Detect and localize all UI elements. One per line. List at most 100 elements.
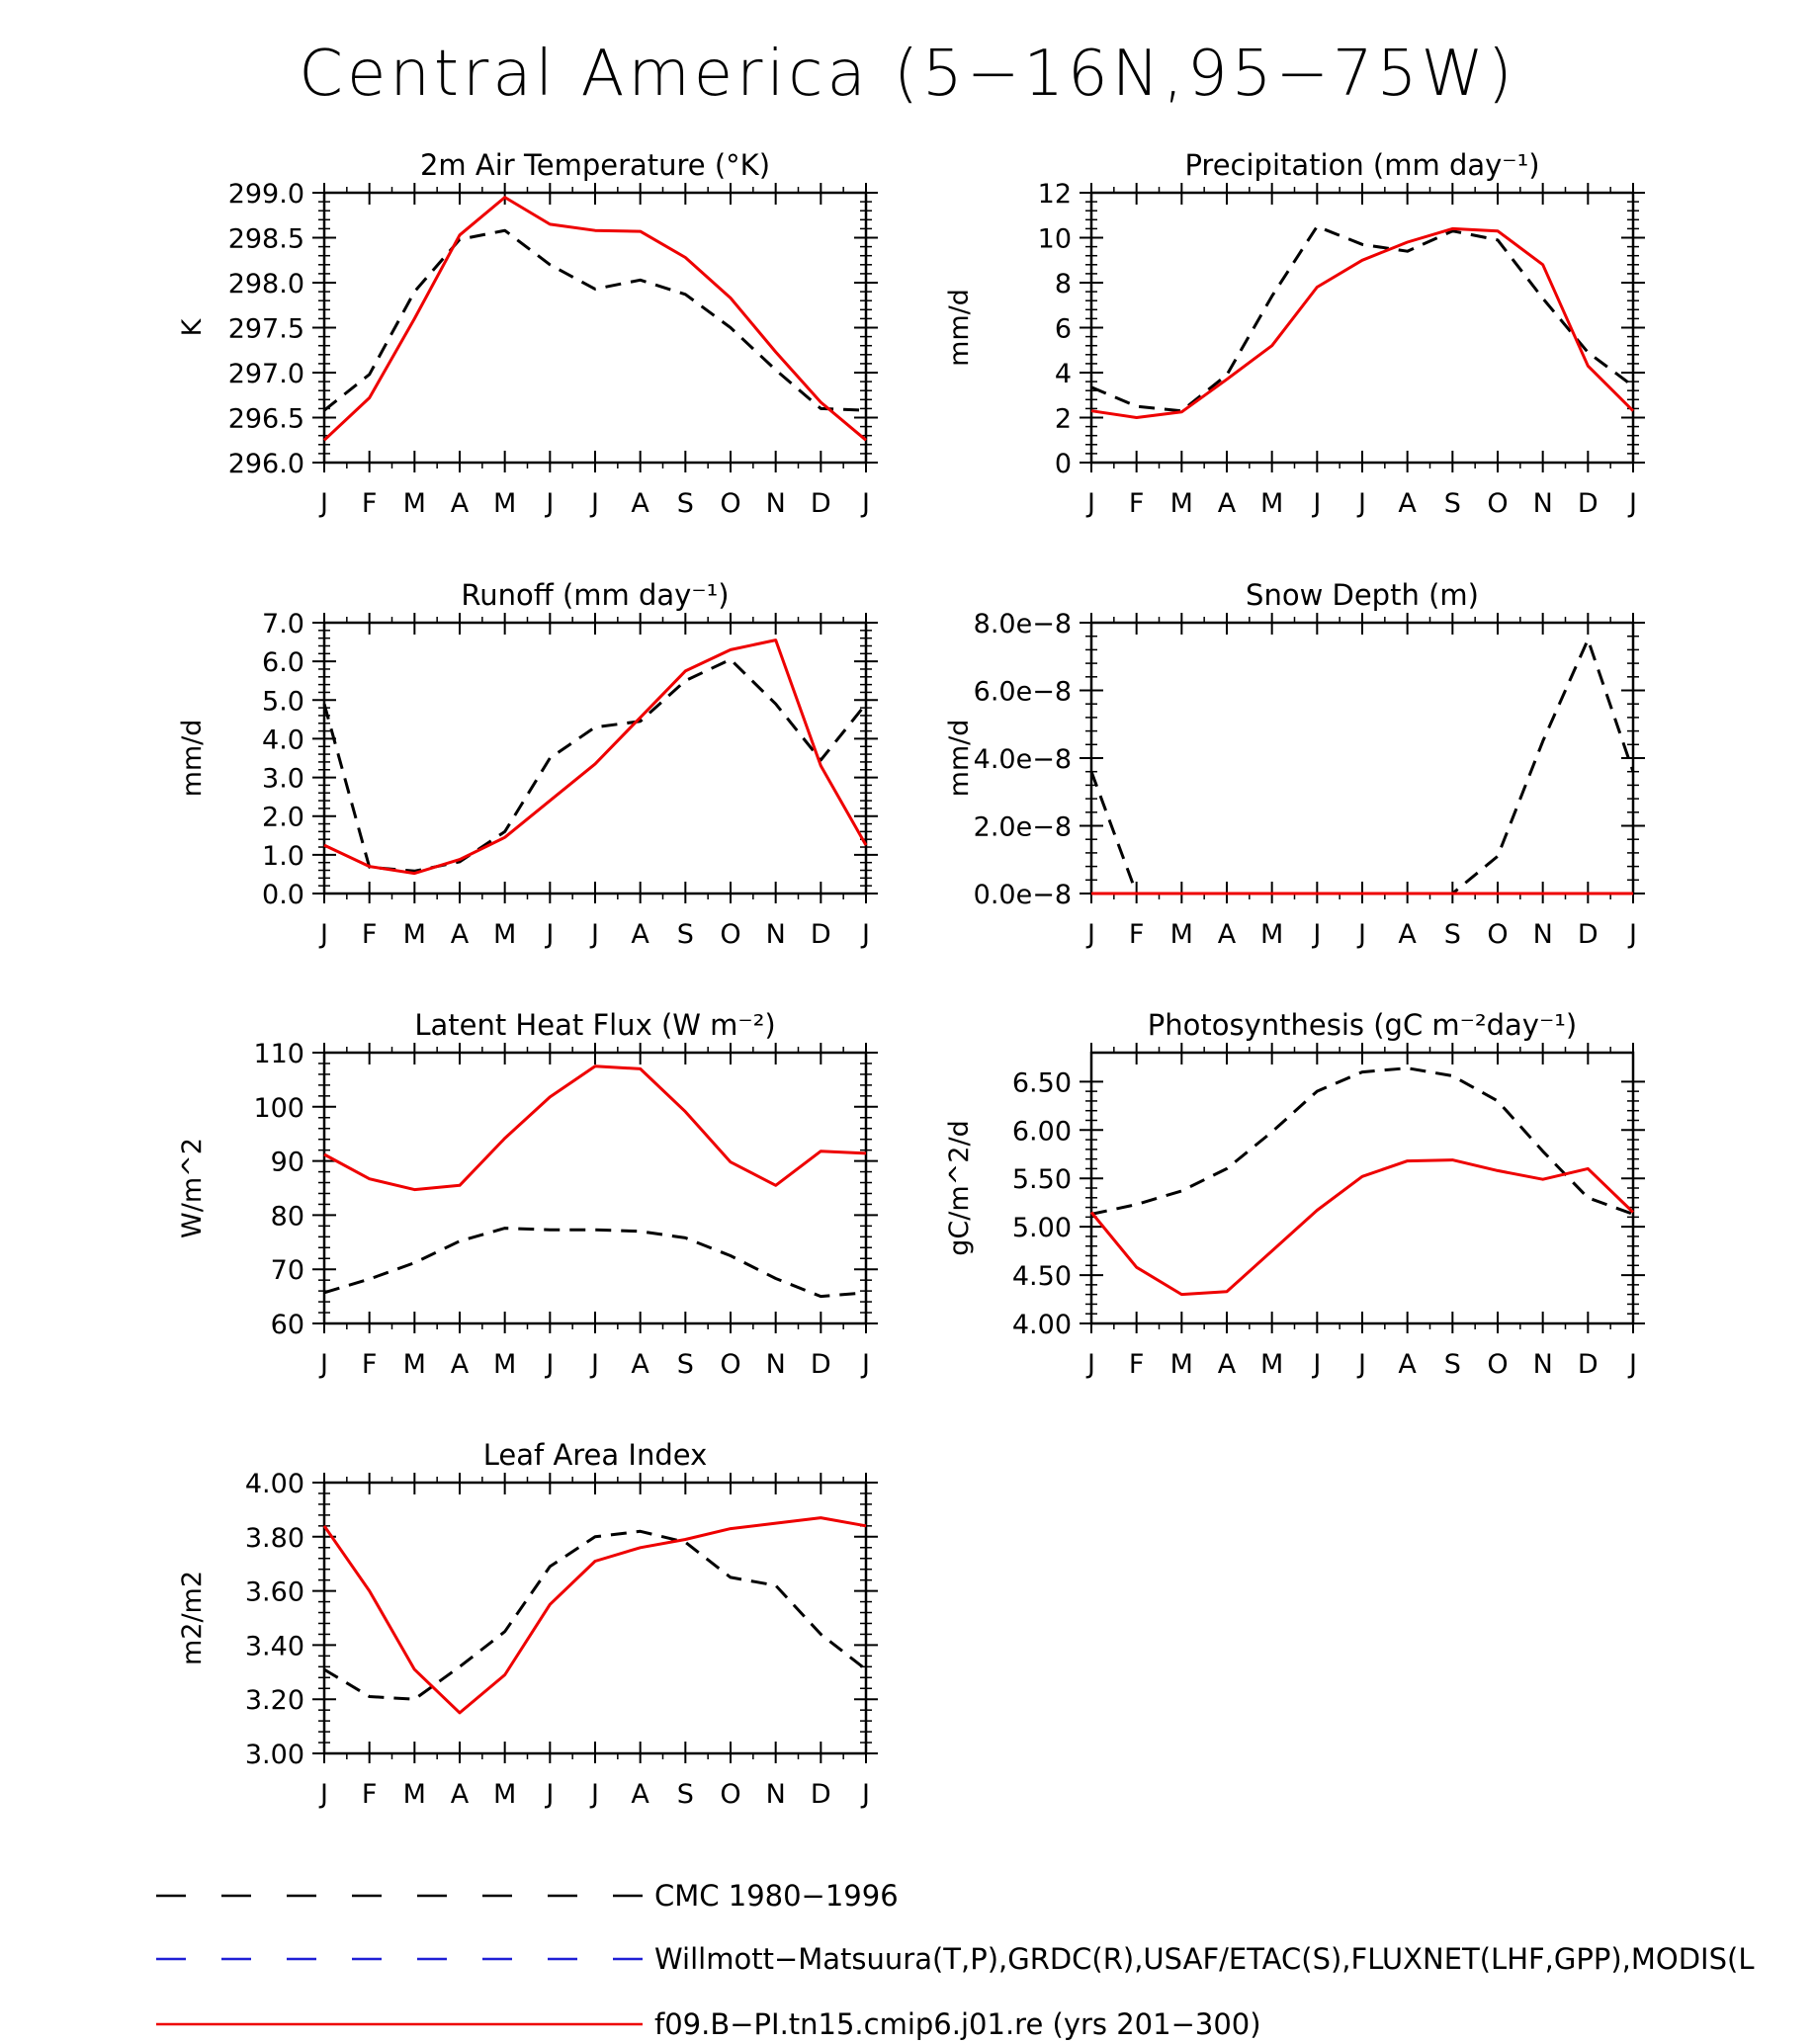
y-tick-label: 6	[1055, 314, 1072, 345]
y-tick-label: 3.20	[245, 1685, 304, 1716]
x-tick-label: O	[720, 1779, 740, 1810]
x-tick-label: O	[720, 919, 740, 950]
x-tick-label: A	[451, 1349, 470, 1380]
x-tick-label: J	[1356, 919, 1366, 950]
x-tick-label: D	[1578, 919, 1599, 950]
x-tick-label: M	[403, 1349, 426, 1380]
x-tick-label: J	[1627, 488, 1637, 519]
page-title: Central America (5−16N,95−75W)	[299, 38, 1516, 111]
x-tick-label: J	[318, 1349, 328, 1380]
x-tick-label: N	[766, 1779, 786, 1810]
x-tick-label: J	[860, 488, 870, 519]
y-tick-label: 5.50	[1012, 1164, 1072, 1195]
panel-6: J F M A M J J A S O N D J4.004.505.005.506.006.50Pho…	[944, 1008, 1645, 1380]
series-line-cmc	[1090, 224, 1634, 413]
x-tick-label: S	[677, 1349, 694, 1380]
x-tick-label: J	[589, 488, 599, 519]
y-tick-label: 4.0e−8	[974, 744, 1072, 775]
x-tick-label: F	[1129, 488, 1145, 519]
x-tick-label: O	[1487, 919, 1508, 950]
y-tick-label: 70	[271, 1255, 304, 1286]
plot-frame	[1089, 1051, 1635, 1325]
y-axis-label: mm/d	[944, 720, 975, 798]
x-tick-label: N	[766, 488, 786, 519]
x-tick-label: F	[1129, 1349, 1145, 1380]
x-tick-label: J	[1311, 488, 1321, 519]
x-tick-label: D	[811, 919, 831, 950]
y-tick-label: 6.50	[1012, 1067, 1072, 1098]
x-tick-label: M	[403, 1779, 426, 1810]
y-tick-label: 4.00	[1012, 1310, 1072, 1340]
y-tick-label: 299.0	[228, 179, 304, 210]
y-tick-label: 4	[1055, 359, 1072, 389]
panel-title: Photosynthesis (gC m⁻²day⁻¹)	[1148, 1008, 1577, 1042]
x-tick-label: M	[493, 1779, 516, 1810]
x-tick-label: J	[1085, 488, 1095, 519]
x-tick-label: D	[1578, 488, 1599, 519]
x-tick-label: M	[403, 919, 426, 950]
series-line-model	[322, 196, 867, 442]
panel-title: Precipitation (mm day⁻¹)	[1184, 148, 1539, 182]
x-tick-label: S	[1444, 1349, 1461, 1380]
x-tick-label: D	[811, 1779, 831, 1810]
x-tick-label: J	[544, 488, 554, 519]
x-tick-label: M	[493, 919, 516, 950]
x-tick-label: J	[318, 1779, 328, 1810]
x-tick-label: A	[1398, 488, 1417, 519]
y-axis-label: K	[177, 317, 208, 336]
series-line-model	[323, 639, 868, 876]
plot-frame	[1089, 191, 1635, 465]
y-tick-label: 3.60	[245, 1577, 304, 1608]
plot-frame	[322, 191, 868, 465]
x-tick-label: A	[1218, 919, 1237, 950]
y-tick-label: 297.5	[228, 314, 304, 345]
y-tick-label: 80	[271, 1201, 304, 1232]
x-tick-label: D	[811, 488, 831, 519]
x-tick-label: M	[1260, 488, 1283, 519]
y-tick-label: 3.0	[262, 764, 304, 795]
x-tick-label: O	[720, 1349, 740, 1380]
x-tick-label: A	[631, 919, 649, 950]
x-tick-label: F	[362, 1779, 378, 1810]
series-line-cmc	[323, 1227, 867, 1299]
series-line-model	[322, 1516, 867, 1715]
y-tick-label: 4.00	[245, 1469, 304, 1499]
y-axis-label: mm/d	[177, 720, 208, 798]
y-tick-label: 100	[253, 1093, 304, 1124]
x-tick-label: M	[1170, 919, 1193, 950]
y-tick-label: 296.5	[228, 404, 304, 435]
y-tick-label: 1.0	[262, 841, 304, 872]
series-line-model	[1090, 226, 1635, 419]
x-tick-label: M	[1260, 1349, 1283, 1380]
x-tick-label: J	[1356, 488, 1366, 519]
x-tick-label: N	[1533, 919, 1553, 950]
x-tick-label: M	[403, 488, 426, 519]
y-tick-label: 4.0	[262, 724, 304, 755]
panel-title: Latent Heat Flux (W m⁻²)	[414, 1008, 775, 1042]
y-tick-label: 10	[1038, 224, 1072, 255]
legend-label-2: Willmott−Matsuura(T,P),GRDC(R),USAF/ETAC…	[654, 1942, 1755, 1976]
y-tick-label: 296.0	[228, 449, 304, 479]
x-tick-label: J	[1311, 1349, 1321, 1380]
y-axis-label: W/m^2	[177, 1138, 208, 1238]
y-tick-label: 3.40	[245, 1631, 304, 1661]
x-tick-label: J	[860, 919, 870, 950]
x-tick-label: A	[631, 1779, 649, 1810]
panel-title: 2m Air Temperature (°K)	[420, 148, 770, 182]
x-tick-label: F	[362, 488, 378, 519]
y-tick-label: 7.0	[262, 609, 304, 639]
y-tick-label: 298.5	[228, 224, 304, 255]
x-tick-label: J	[1085, 919, 1095, 950]
y-tick-label: 2.0e−8	[974, 812, 1072, 843]
y-tick-label: 0	[1055, 449, 1072, 479]
x-tick-label: A	[631, 1349, 649, 1380]
legend-label-1: CMC 1980−1996	[654, 1879, 899, 1913]
y-tick-label: 4.50	[1012, 1261, 1072, 1292]
x-tick-label: M	[1260, 919, 1283, 950]
y-tick-label: 6.0e−8	[974, 677, 1072, 708]
plot-frame	[1089, 621, 1635, 895]
y-axis-label: mm/d	[944, 289, 975, 367]
x-tick-label: O	[1487, 488, 1508, 519]
y-tick-label: 2.0	[262, 803, 304, 833]
x-tick-label: J	[1627, 1349, 1637, 1380]
